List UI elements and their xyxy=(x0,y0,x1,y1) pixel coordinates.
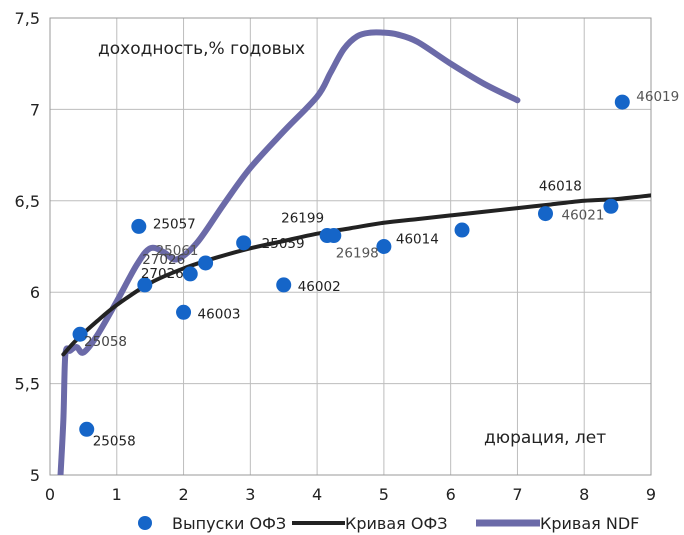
axis-ticks: 0 1 2 3 4 5 6 7 8 9 5 5,5 6 6,5 7 7,5 xyxy=(15,9,657,504)
legend-label-ofz-curve: Кривая ОФЗ xyxy=(345,514,447,533)
ndf-curve-line xyxy=(57,29,521,475)
x-tick-label: 6 xyxy=(446,485,456,504)
point-label: 46018 xyxy=(539,178,582,194)
legend-label-ndf-curve: Кривая NDF xyxy=(540,514,639,533)
ofz-issue-point xyxy=(326,228,342,244)
ofz-issue-point xyxy=(614,94,630,110)
x-tick-label: 5 xyxy=(379,485,389,504)
ofz-issue-point xyxy=(137,277,153,293)
point-label: 26199 xyxy=(281,211,324,227)
point-label: 46003 xyxy=(198,306,241,322)
ofz-issue-point xyxy=(79,421,95,437)
point-label: 46021 xyxy=(561,208,604,224)
x-tick-label: 0 xyxy=(45,485,55,504)
x-tick-label: 3 xyxy=(245,485,255,504)
y-tick-label: 5,5 xyxy=(15,375,40,394)
duration-annotation: дюрация, лет xyxy=(484,428,606,448)
legend-label-ofz-issues: Выпуски ОФЗ xyxy=(172,514,286,533)
point-label: 25058 xyxy=(93,433,136,449)
point-label: 46014 xyxy=(396,232,439,248)
point-label: 26198 xyxy=(336,246,379,262)
y-tick-label: 5 xyxy=(30,466,40,485)
x-tick-label: 9 xyxy=(646,485,656,504)
x-tick-label: 8 xyxy=(579,485,589,504)
point-label: 27026 xyxy=(142,252,185,268)
point-label: 27026 xyxy=(141,266,184,282)
series-layer xyxy=(57,29,651,475)
x-tick-label: 7 xyxy=(512,485,522,504)
x-tick-label: 1 xyxy=(112,485,122,504)
y-tick-label: 6 xyxy=(30,283,40,302)
point-label: 25061 xyxy=(156,243,199,259)
point-label: 46002 xyxy=(298,279,341,295)
ofz-issue-point xyxy=(176,304,192,320)
y-tick-label: 6,5 xyxy=(15,192,40,211)
ofz-issue-point xyxy=(198,255,214,271)
point-label: 25057 xyxy=(153,216,196,232)
ofz-issue-point xyxy=(537,206,553,222)
ofz-issue-point xyxy=(182,266,198,282)
ofz-issue-point xyxy=(376,239,392,254)
x-tick-label: 4 xyxy=(312,485,322,504)
ofz-issue-point xyxy=(454,222,470,238)
x-tick-label: 2 xyxy=(178,485,188,504)
ofz-issue-point xyxy=(72,326,88,342)
ofz-issue-point xyxy=(276,277,292,293)
point-label: 25059 xyxy=(262,236,305,252)
point-label: 46019 xyxy=(636,89,679,105)
ofz-issue-point xyxy=(603,198,619,214)
y-tick-label: 7,5 xyxy=(15,9,40,28)
ofz-issue-point xyxy=(236,235,252,251)
y-tick-label: 7 xyxy=(30,100,40,119)
legend-marker-ofz-issues xyxy=(138,516,152,530)
plot-area-frame xyxy=(49,17,652,476)
point-label: 25058 xyxy=(84,334,127,350)
ofz-issue-point xyxy=(131,218,147,234)
yield-annotation: доходность,% годовых xyxy=(98,39,305,59)
legend: Выпуски ОФЗ Кривая ОФЗ Кривая NDF xyxy=(138,514,639,533)
